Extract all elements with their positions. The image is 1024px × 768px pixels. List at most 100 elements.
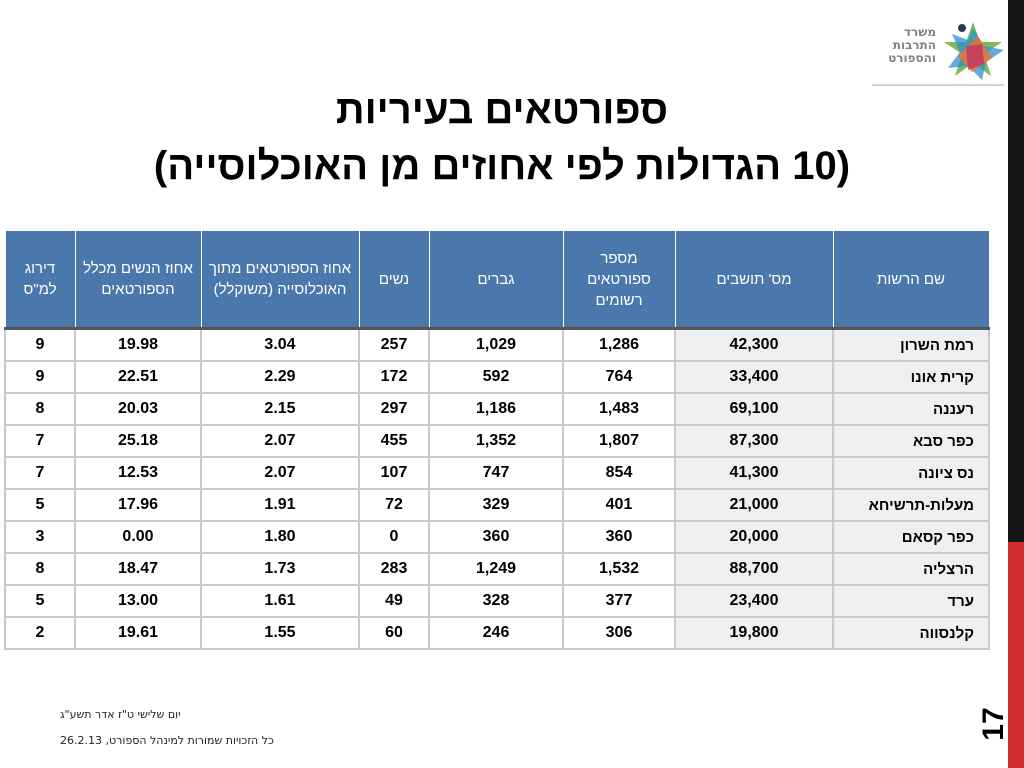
cell-athletes: 854: [562, 456, 676, 490]
table-row: ערד 23,400 377 328 49 1.61 13.00 5: [4, 584, 990, 618]
cell-rank: 8: [4, 392, 76, 426]
cell-men: 329: [428, 488, 564, 522]
header-women-percent: אחוז הנשים מכלל הספורטאים: [74, 230, 202, 329]
logo-line-1: משרד: [903, 25, 936, 39]
header-men: גברים: [428, 230, 564, 329]
cell-city: כפר סבא: [832, 424, 990, 458]
cell-women-percent: 19.98: [74, 327, 202, 362]
cell-athletes: 360: [562, 520, 676, 554]
cell-athlete-percent: 1.55: [200, 616, 360, 650]
cell-men: 246: [428, 616, 564, 650]
cell-rank: 5: [4, 488, 76, 522]
cell-athlete-percent: 2.29: [200, 360, 360, 394]
header-city: שם הרשות: [832, 230, 990, 329]
header-athletes: מספר ספורטאים רשומים: [562, 230, 676, 329]
table-row: רמת השרון 42,300 1,286 1,029 257 3.04 19…: [4, 327, 990, 362]
logo-line-2: התרבות: [892, 38, 936, 52]
cell-rank: 7: [4, 424, 76, 458]
cell-women: 0: [358, 520, 430, 554]
cell-city: נס ציונה: [832, 456, 990, 490]
header-rank: דירוג למ"ס: [4, 230, 76, 329]
cell-athlete-percent: 3.04: [200, 327, 360, 362]
table-row: מעלות-תרשיחא 21,000 401 329 72 1.91 17.9…: [4, 488, 990, 522]
cell-city: קלנסווה: [832, 616, 990, 650]
cell-women: 172: [358, 360, 430, 394]
title-line-1: ספורטאים בעיריות: [335, 88, 669, 132]
cell-women-percent: 18.47: [74, 552, 202, 586]
cell-athlete-percent: 1.80: [200, 520, 360, 554]
cell-city: הרצליה: [832, 552, 990, 586]
cell-women: 60: [358, 616, 430, 650]
cell-men: 1,186: [428, 392, 564, 426]
cell-athletes: 377: [562, 584, 676, 618]
cell-population: 88,700: [674, 552, 834, 586]
cell-population: 42,300: [674, 327, 834, 362]
cell-athletes: 1,286: [562, 327, 676, 362]
cell-rank: 3: [4, 520, 76, 554]
side-bar-dark: [1008, 0, 1024, 542]
cell-athletes: 306: [562, 616, 676, 650]
cell-athlete-percent: 2.15: [200, 392, 360, 426]
cell-population: 33,400: [674, 360, 834, 394]
cell-women-percent: 19.61: [74, 616, 202, 650]
cell-women: 49: [358, 584, 430, 618]
cell-rank: 8: [4, 552, 76, 586]
cell-women-percent: 13.00: [74, 584, 202, 618]
cell-women: 297: [358, 392, 430, 426]
cell-men: 747: [428, 456, 564, 490]
cell-women: 455: [358, 424, 430, 458]
header-population: מס' תושבים: [674, 230, 834, 329]
table-row: קלנסווה 19,800 306 246 60 1.55 19.61 2: [4, 616, 990, 650]
cell-population: 19,800: [674, 616, 834, 650]
cell-athletes: 764: [562, 360, 676, 394]
cell-athlete-percent: 2.07: [200, 424, 360, 458]
cell-city: רמת השרון: [832, 327, 990, 362]
cell-women-percent: 0.00: [74, 520, 202, 554]
side-bar-red: [1008, 542, 1024, 768]
cell-rank: 9: [4, 327, 76, 362]
cell-athletes: 1,483: [562, 392, 676, 426]
cell-athlete-percent: 1.73: [200, 552, 360, 586]
cell-population: 87,300: [674, 424, 834, 458]
logo-text: משרד התרבות והספורט: [864, 26, 936, 65]
header-athlete-percent: אחוז הספורטאים מתוך האוכלוסייה (משוקלל): [200, 230, 360, 329]
table-row: קרית אונו 33,400 764 592 172 2.29 22.51 …: [4, 360, 990, 394]
cell-athlete-percent: 2.07: [200, 456, 360, 490]
header-women: נשים: [358, 230, 430, 329]
cell-city: מעלות-תרשיחא: [832, 488, 990, 522]
cell-women-percent: 20.03: [74, 392, 202, 426]
cell-women-percent: 25.18: [74, 424, 202, 458]
cell-men: 1,029: [428, 327, 564, 362]
table-row: כפר סבא 87,300 1,807 1,352 455 2.07 25.1…: [4, 424, 990, 458]
cell-men: 592: [428, 360, 564, 394]
cell-women: 72: [358, 488, 430, 522]
cell-athlete-percent: 1.61: [200, 584, 360, 618]
star-logo-icon: [944, 22, 1004, 80]
cell-women: 283: [358, 552, 430, 586]
table-row: נס ציונה 41,300 854 747 107 2.07 12.53 7: [4, 456, 990, 490]
cell-women-percent: 17.96: [74, 488, 202, 522]
sports-table: שם הרשות מס' תושבים מספר ספורטאים רשומים…: [4, 230, 990, 650]
footer-date: יום שלישי ט"ז אדר תשע"ג: [60, 708, 181, 721]
cell-city: כפר קסאם: [832, 520, 990, 554]
cell-men: 1,352: [428, 424, 564, 458]
cell-population: 21,000: [674, 488, 834, 522]
logo-line-3: והספורט: [888, 51, 936, 65]
cell-athlete-percent: 1.91: [200, 488, 360, 522]
cell-athletes: 401: [562, 488, 676, 522]
cell-women-percent: 22.51: [74, 360, 202, 394]
cell-rank: 7: [4, 456, 76, 490]
cell-population: 41,300: [674, 456, 834, 490]
cell-athletes: 1,807: [562, 424, 676, 458]
cell-rank: 5: [4, 584, 76, 618]
cell-city: רעננה: [832, 392, 990, 426]
cell-men: 328: [428, 584, 564, 618]
table-row: כפר קסאם 20,000 360 360 0 1.80 0.00 3: [4, 520, 990, 554]
footer-copyright: כל הזכויות שמורות למינהל הספורט, 26.2.13: [60, 734, 274, 747]
cell-women-percent: 12.53: [74, 456, 202, 490]
cell-men: 360: [428, 520, 564, 554]
logo-underline: [872, 84, 1004, 86]
cell-population: 69,100: [674, 392, 834, 426]
table-row: רעננה 69,100 1,483 1,186 297 2.15 20.03 …: [4, 392, 990, 426]
cell-city: קרית אונו: [832, 360, 990, 394]
